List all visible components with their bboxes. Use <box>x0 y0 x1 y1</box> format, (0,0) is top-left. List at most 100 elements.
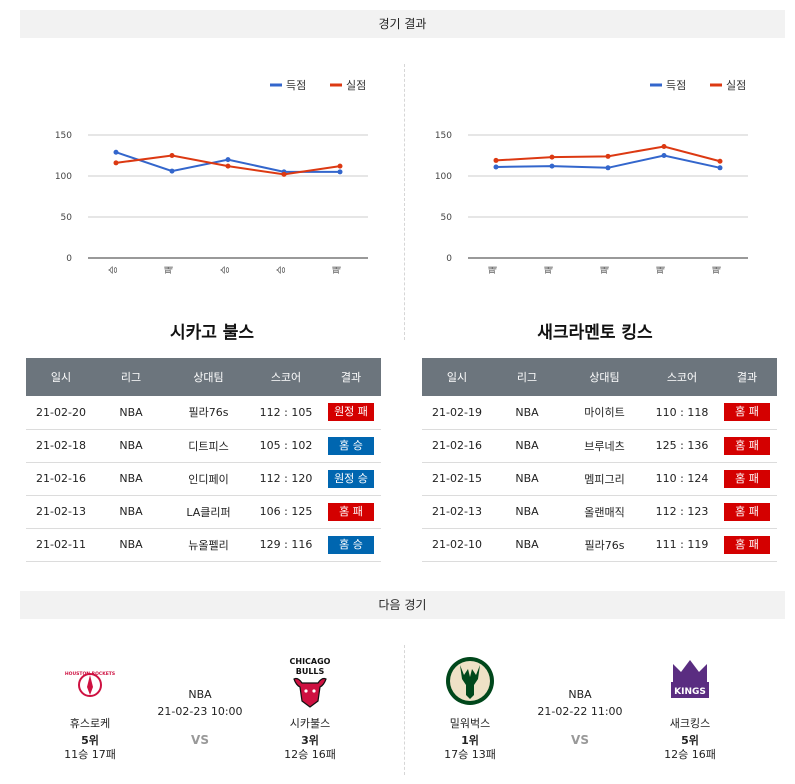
score-cell: 125 : 136 <box>647 429 717 463</box>
date-cell: 21-02-16 <box>26 462 96 496</box>
opponent-cell: 올랜매직 <box>562 495 647 529</box>
table-row: 21-02-18 NBA 디트피스 105 : 102 홈 승 <box>26 429 381 463</box>
away-team-name: 새크킹스 <box>669 717 711 730</box>
y-tick-label: 0 <box>446 254 452 264</box>
results-section-title: 경기 결과 <box>378 17 427 31</box>
next-games-section-title: 다음 경기 <box>378 598 427 612</box>
league-cell: NBA <box>492 396 562 430</box>
x-tick-label: 패 <box>544 266 555 274</box>
col-header-league: 리그 <box>96 358 166 396</box>
y-tick-label: 100 <box>55 172 72 182</box>
data-point <box>113 149 119 155</box>
x-tick-label: 패 <box>656 266 667 274</box>
league-cell: NBA <box>492 462 562 496</box>
home-team-rank: 1위 <box>461 734 479 747</box>
table-row: 21-02-15 NBA 멤피그리 110 : 124 홈 패 <box>422 462 777 496</box>
next-games-section-header: 다음 경기 <box>20 591 785 619</box>
upcoming-match: 밀워벅스 1위 17승 13패 NBA 21-02-22 11:00 VS KI… <box>420 650 760 780</box>
col-header-league: 리그 <box>492 358 562 396</box>
chicago-bulls-logo: CHICAGO BULLS <box>275 650 345 712</box>
date-cell: 21-02-20 <box>26 396 96 430</box>
sacramento-kings-logo: KINGS <box>655 650 725 712</box>
x-tick-label: 패 <box>488 266 499 274</box>
match-datetime: 21-02-22 11:00 <box>537 705 623 718</box>
x-tick-label: 승 <box>276 266 287 274</box>
table-row: 21-02-16 NBA 브루네츠 125 : 136 홈 패 <box>422 429 777 463</box>
y-tick-label: 150 <box>55 131 72 141</box>
data-point <box>493 164 499 170</box>
y-tick-label: 150 <box>435 131 452 141</box>
data-point <box>605 165 611 171</box>
table-row: 21-02-16 NBA 인디페이 112 : 120 원정 승 <box>26 462 381 496</box>
team-title-left: 시카고 불스 <box>169 323 255 343</box>
home-team-rank: 5위 <box>81 734 99 747</box>
data-point <box>169 168 175 174</box>
league-cell: NBA <box>492 429 562 463</box>
opponent-cell: 마이히트 <box>562 396 647 430</box>
chart-left: 0 50 100 150 승 패 승 승 패 득점 실점 <box>40 60 400 290</box>
houston-rockets-logo: HOUSTON ROCKETS <box>55 650 125 712</box>
result-badge: 원정 승 <box>328 469 374 488</box>
results-section-header: 경기 결과 <box>20 10 785 38</box>
away-team-record: 12승 16패 <box>284 748 336 761</box>
data-point <box>717 158 723 164</box>
away-team-record: 12승 16패 <box>664 748 716 761</box>
data-point <box>113 160 119 166</box>
opponent-cell: 멤피그리 <box>562 462 647 496</box>
data-point <box>661 143 667 149</box>
score-cell: 106 : 125 <box>251 495 321 529</box>
legend-label: 득점 <box>666 79 686 92</box>
milwaukee-bucks-logo <box>435 650 505 712</box>
score-cell: 112 : 105 <box>251 396 321 430</box>
league-cell: NBA <box>96 396 166 430</box>
data-point <box>549 154 555 160</box>
result-badge: 홈 승 <box>328 535 374 554</box>
table-row: 21-02-10 NBA 필라76s 111 : 119 홈 패 <box>422 528 777 562</box>
legend-label: 실점 <box>346 79 366 92</box>
vs-label: VS <box>571 733 589 747</box>
score-cell: 110 : 124 <box>647 462 717 496</box>
col-header-result: 결과 <box>717 358 777 396</box>
home-team: HOUSTON ROCKETS 휴스로케 5위 11승 17패 <box>40 650 140 762</box>
score-cell: 112 : 123 <box>647 495 717 529</box>
home-team-name: 밀워벅스 <box>449 717 491 730</box>
league-cell: NBA <box>96 528 166 562</box>
date-cell: 21-02-11 <box>26 528 96 562</box>
date-cell: 21-02-13 <box>26 495 96 529</box>
y-tick-label: 50 <box>441 213 453 223</box>
data-point <box>337 163 343 169</box>
col-header-result: 결과 <box>321 358 381 396</box>
chart-legend: 득점 실점 <box>270 79 366 92</box>
date-cell: 21-02-16 <box>422 429 492 463</box>
upcoming-match: HOUSTON ROCKETS 휴스로케 5위 11승 17패 NBA 21-0… <box>40 650 380 780</box>
away-team-name: 시카불스 <box>289 717 331 730</box>
svg-text:BULLS: BULLS <box>296 667 325 676</box>
data-point <box>169 153 175 158</box>
opponent-cell: 브루네츠 <box>562 429 647 463</box>
opponent-cell: 인디페이 <box>166 462 251 496</box>
col-header-score: 스코어 <box>647 358 717 396</box>
date-cell: 21-02-10 <box>422 528 492 562</box>
date-cell: 21-02-15 <box>422 462 492 496</box>
svg-text:CHICAGO: CHICAGO <box>290 657 331 666</box>
data-point <box>549 163 555 169</box>
line-chart: 0 50 100 150 승 패 승 승 패 득점 실점 <box>55 79 368 274</box>
league-cell: NBA <box>96 429 166 463</box>
x-tick-label: 패 <box>712 266 723 274</box>
data-point <box>281 171 287 177</box>
table-row: 21-02-19 NBA 마이히트 110 : 118 홈 패 <box>422 396 777 430</box>
opponent-cell: 디트피스 <box>166 429 251 463</box>
score-cell: 111 : 119 <box>647 528 717 562</box>
data-point <box>605 153 611 159</box>
table-row: 21-02-13 NBA 올랜매직 112 : 123 홈 패 <box>422 495 777 529</box>
chart-right: 0 50 100 150 패 패 패 패 패 득점 실점 <box>420 60 780 290</box>
legend-label: 실점 <box>726 79 746 92</box>
data-point <box>661 153 667 158</box>
date-cell: 21-02-18 <box>26 429 96 463</box>
score-cell: 105 : 102 <box>251 429 321 463</box>
league-cell: NBA <box>96 495 166 529</box>
vs-label: VS <box>191 733 209 747</box>
result-badge: 홈 패 <box>724 502 770 521</box>
score-cell: 110 : 118 <box>647 396 717 430</box>
away-team-rank: 5위 <box>681 734 699 747</box>
